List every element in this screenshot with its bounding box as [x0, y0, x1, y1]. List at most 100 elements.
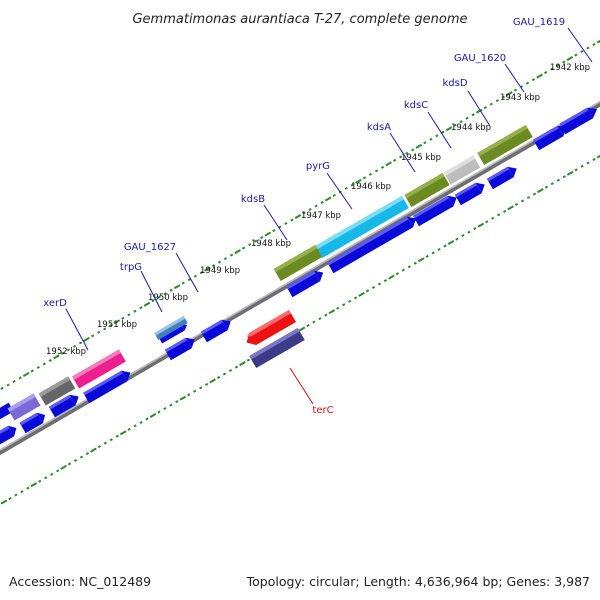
- cds-arrow[interactable]: [158, 322, 189, 344]
- gene-block-lavender[interactable]: [7, 393, 41, 421]
- cds-arrow[interactable]: [454, 179, 488, 206]
- scale-tick: [8, 497, 12, 501]
- scale-tick: [525, 81, 530, 85]
- inner-tick-ring: [0, 154, 600, 505]
- cds-arrow[interactable]: [0, 402, 14, 423]
- gene-label[interactable]: kdsC: [404, 100, 428, 111]
- scale-tick: [163, 292, 167, 296]
- gene-block-kdsA[interactable]: [404, 172, 450, 208]
- cds-arrow[interactable]: [559, 104, 600, 135]
- scale-tick: [90, 447, 97, 453]
- scale-tick: [380, 165, 385, 169]
- scale-tick: [556, 178, 560, 182]
- scale-tick: [30, 369, 34, 373]
- scale-tick: [580, 50, 584, 54]
- gene-label[interactable]: kdsD: [442, 78, 467, 89]
- scale-tick: [477, 222, 485, 228]
- gene-block-purple[interactable]: [249, 327, 305, 369]
- scale-tick: [222, 372, 227, 376]
- cds-arrow[interactable]: [164, 334, 198, 361]
- scale-tick: [139, 306, 143, 310]
- scale-tick: [60, 464, 67, 470]
- gene-block-kdsC[interactable]: [443, 155, 481, 185]
- scale-tick: [0, 499, 8, 505]
- cds-arrow[interactable]: [0, 423, 19, 448]
- scale-tick: [544, 185, 548, 189]
- scale-tick: [60, 351, 65, 355]
- scale-tick: [556, 64, 560, 68]
- gene-label[interactable]: GAU_1627: [124, 242, 176, 253]
- scale-tick: [0, 386, 4, 390]
- scale-tick: [596, 39, 600, 44]
- gene-label[interactable]: terC: [312, 405, 333, 416]
- gene-block-grey[interactable]: [38, 376, 76, 406]
- gene-label[interactable]: kdsA: [367, 122, 391, 133]
- scale-tick: [501, 95, 505, 99]
- scale-tick: [371, 285, 376, 289]
- scale-tick: [290, 218, 294, 222]
- gene-block-gau1620[interactable]: [477, 124, 533, 166]
- scale-tick: [417, 257, 425, 263]
- scale-tick: [415, 143, 423, 149]
- scale-tick: [399, 155, 403, 159]
- scale-tick: [133, 309, 137, 313]
- scale-tick: [242, 246, 246, 250]
- scale-tick: [109, 438, 113, 442]
- scale-tick: [6, 383, 10, 387]
- scale-tick: [332, 193, 336, 197]
- scale-tick: [336, 306, 340, 310]
- scale-tick: [328, 309, 336, 315]
- gene-block-trpG[interactable]: [154, 316, 188, 340]
- gene-label[interactable]: trpG: [120, 262, 142, 273]
- gene-label[interactable]: pyrG: [306, 161, 330, 172]
- scale-tick: [574, 168, 578, 172]
- gene-block-xerD[interactable]: [72, 349, 126, 389]
- scale-tick: [413, 261, 417, 265]
- cds-arrow[interactable]: [200, 316, 234, 343]
- scale-tick: [342, 303, 346, 307]
- scale-tick: [344, 186, 348, 190]
- scale-tick: [388, 274, 395, 280]
- cds-arrow[interactable]: [83, 367, 133, 404]
- cds-arrow[interactable]: [412, 192, 460, 227]
- scale-tick: [73, 458, 78, 462]
- scale-tick: [169, 288, 173, 292]
- scale-tick: [211, 264, 216, 268]
- scale-tick: [362, 176, 367, 180]
- gene-label[interactable]: GAU_1620: [454, 53, 506, 64]
- scale-tick: [143, 301, 151, 307]
- scale-tick: [596, 154, 600, 159]
- scale-tick: [507, 205, 514, 211]
- cds-arrow[interactable]: [48, 391, 82, 418]
- scale-tick: [536, 73, 543, 79]
- cds-arrow[interactable]: [19, 410, 49, 434]
- scale-tick: [495, 99, 499, 103]
- cds-arrow[interactable]: [533, 122, 569, 151]
- scale-tick: [113, 319, 121, 325]
- cds-arrow[interactable]: [286, 267, 326, 298]
- scale-tick: [320, 200, 324, 204]
- scale-tick: [461, 234, 465, 238]
- gene-block-terC[interactable]: [243, 309, 297, 349]
- scale-tick: [306, 324, 310, 328]
- scale-tick: [223, 257, 228, 261]
- scale-tick: [127, 427, 131, 431]
- cds-arrow[interactable]: [327, 213, 419, 274]
- gene-label[interactable]: xerD: [43, 298, 67, 309]
- gene-label[interactable]: GAU_1619: [513, 17, 565, 28]
- cds-track-blue: [0, 104, 600, 448]
- scale-tick: [187, 278, 191, 282]
- gene-label[interactable]: kdsB: [241, 194, 265, 205]
- scale-tick: [314, 204, 318, 208]
- gene-block-kdsB[interactable]: [273, 244, 323, 282]
- scale-tick: [42, 362, 46, 366]
- scale-tick: [175, 400, 179, 404]
- cds-arrow[interactable]: [486, 163, 520, 190]
- scale-tick: [544, 71, 548, 75]
- scale-tick: [441, 130, 445, 134]
- scale-tick: [83, 336, 90, 342]
- gene-block-pyrG[interactable]: [315, 195, 409, 259]
- scale-tick: [284, 222, 288, 226]
- label-leaders: [65, 27, 593, 405]
- scale-tick: [127, 313, 131, 317]
